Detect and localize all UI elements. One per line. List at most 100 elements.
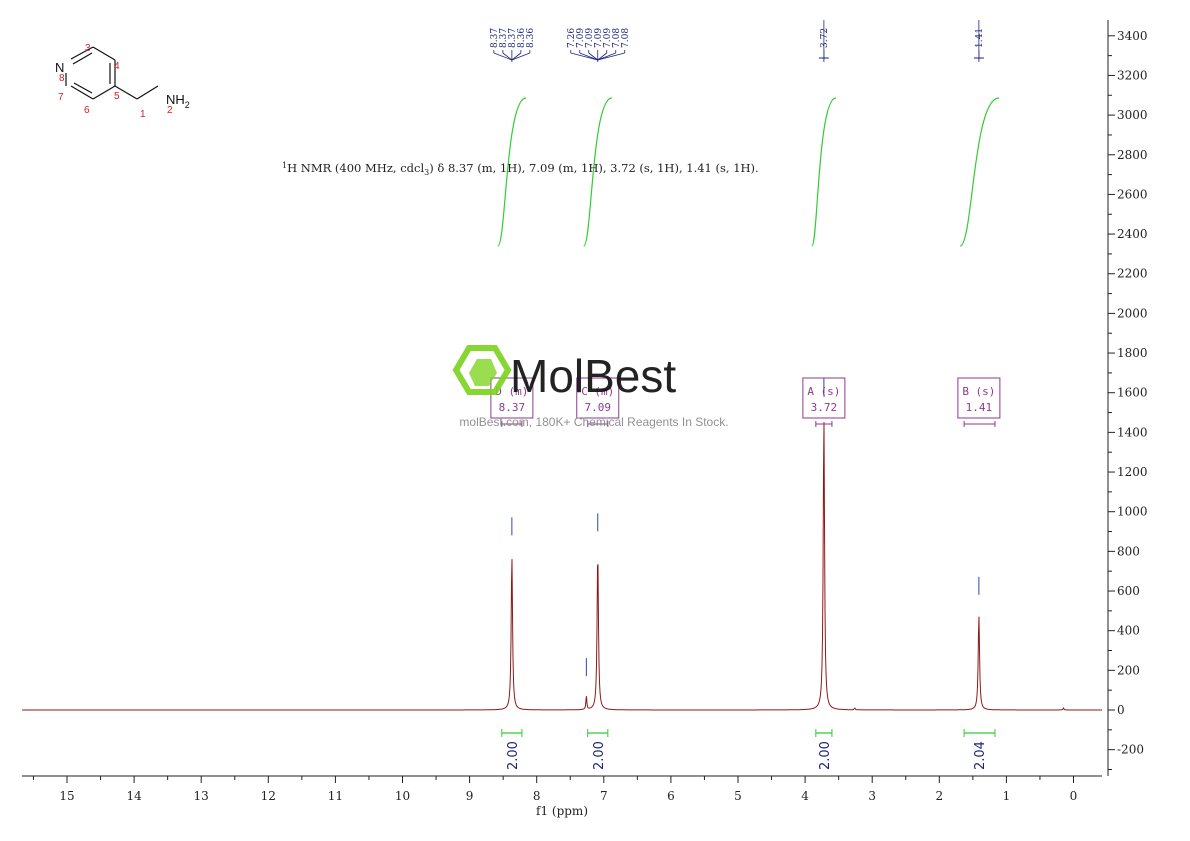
multiplet-box bbox=[576, 377, 620, 419]
y-tick-label: 2000 bbox=[1117, 306, 1148, 320]
peak-shift-label: 8.37 bbox=[508, 28, 518, 48]
integration-value: 2.00 bbox=[592, 741, 607, 770]
y-tick-label: 1800 bbox=[1117, 346, 1148, 360]
integral-curve bbox=[811, 97, 837, 247]
integral-curve bbox=[959, 97, 1000, 247]
multiplet-shift: 7.09 bbox=[585, 401, 612, 414]
molecule-structure: N NH2 3 4 8 7 5 6 1 2 bbox=[55, 43, 190, 120]
multiplet-name: D (m) bbox=[495, 385, 528, 398]
multiplet-shift: 1.41 bbox=[966, 401, 993, 414]
nmr-summary-part-a: H NMR (400 MHz, cdcl bbox=[287, 161, 424, 175]
x-tick-label: 0 bbox=[1070, 789, 1078, 803]
x-tick-label: 1 bbox=[1003, 789, 1011, 803]
x-tick-label: 11 bbox=[328, 789, 343, 803]
watermark-tagline: molBest.com, 180K+ Chemical Reagents In … bbox=[459, 415, 728, 429]
atom-number-5: 5 bbox=[114, 91, 120, 102]
peak-label-connector bbox=[579, 52, 598, 61]
atom-number-2: 2 bbox=[167, 105, 173, 116]
multiplet-box bbox=[957, 377, 1001, 419]
peak-label-connector bbox=[597, 52, 625, 61]
y-tick-label: 1600 bbox=[1117, 386, 1148, 400]
x-tick-label: 12 bbox=[261, 789, 276, 803]
peak-shift-label: 8.36 bbox=[526, 28, 536, 48]
integral-curve bbox=[583, 97, 613, 247]
peak-label-connector bbox=[511, 52, 522, 61]
y-tick-label: 400 bbox=[1117, 624, 1140, 638]
peak-shift-label: 7.08 bbox=[612, 28, 622, 48]
x-tick-label: 13 bbox=[194, 789, 209, 803]
atom-number-8: 8 bbox=[59, 73, 65, 84]
x-tick-label: 8 bbox=[533, 789, 541, 803]
peak-shift-label: 7.09 bbox=[585, 28, 595, 48]
multiplet-boxes: D (m) 8.37 C (m) 7.09 A (s) 3.72 B (s) 1.41 bbox=[490, 377, 1001, 427]
x-tick-label: 7 bbox=[600, 789, 608, 803]
x-tick-label: 15 bbox=[59, 789, 74, 803]
y-tick-label: 200 bbox=[1117, 663, 1140, 677]
atom-number-3: 3 bbox=[85, 43, 91, 54]
multiplet-box bbox=[802, 377, 846, 419]
integration-value: 2.04 bbox=[973, 741, 988, 770]
y-tick-label: 3000 bbox=[1117, 108, 1148, 122]
x-tick-label: 9 bbox=[466, 789, 474, 803]
multiplet-shift: 3.72 bbox=[811, 401, 838, 414]
watermark-brand: MolBest bbox=[510, 350, 676, 402]
x-tick-label: 3 bbox=[868, 789, 876, 803]
peak-labels: 8.37 8.37 8.37 8.36 8.36 7.26 7.09 7.09 7.09 7.09… bbox=[490, 20, 985, 62]
x-tick-label: 10 bbox=[395, 789, 410, 803]
y-tick-label: 800 bbox=[1117, 544, 1140, 558]
peak-label-connector bbox=[502, 52, 513, 61]
atom-nh2: NH2 bbox=[166, 92, 190, 110]
y-tick-label: 2200 bbox=[1117, 267, 1148, 281]
x-tick-label: 2 bbox=[935, 789, 943, 803]
integration-value: 2.00 bbox=[818, 741, 833, 770]
x-axis-label: f1 (ppm) bbox=[536, 804, 588, 818]
y-tick-label: 2600 bbox=[1117, 187, 1148, 201]
nmr-summary-part-b: ) δ 8.37 (m, 1H), 7.09 (m, 1H), 3.72 (s,… bbox=[429, 161, 759, 175]
multiplet-name: C (m) bbox=[581, 385, 614, 398]
peak-shift-label: 7.09 bbox=[603, 28, 613, 48]
x-tick-label: 14 bbox=[126, 789, 142, 803]
x-ticks: 15 14 13 12 11 10 9 8 7 6 5 4 3 2 1 0 bbox=[32, 776, 1078, 803]
y-ticks: 3400320030002800260024002200200018001600… bbox=[1108, 29, 1148, 770]
peak-shift-label: 7.08 bbox=[621, 28, 631, 48]
peak-label-connector bbox=[588, 52, 599, 61]
peak-label-connector bbox=[570, 52, 598, 61]
multiplet-box bbox=[490, 377, 534, 419]
peak-shift-label: 3.72 bbox=[820, 28, 830, 48]
peak-label-connector bbox=[597, 52, 608, 61]
x-tick-label: 4 bbox=[801, 789, 809, 803]
watermark: MolBest molBest.com, 180K+ Chemical Reag… bbox=[452, 345, 729, 429]
multiplet-name: A (s) bbox=[807, 385, 840, 398]
y-tick-label: -200 bbox=[1117, 743, 1144, 757]
y-tick-label: 0 bbox=[1117, 703, 1125, 717]
y-tick-label: 1200 bbox=[1117, 465, 1148, 479]
y-tick-label: 3400 bbox=[1117, 29, 1148, 43]
y-tick-label: 2400 bbox=[1117, 227, 1148, 241]
y-tick-label: 3200 bbox=[1117, 68, 1148, 82]
atom-h2-sub: 2 bbox=[185, 100, 190, 110]
x-tick-label: 5 bbox=[734, 789, 742, 803]
peak-shift-label: 7.09 bbox=[594, 28, 604, 48]
peak-shift-label: 8.37 bbox=[490, 28, 500, 48]
peak-shift-label: 8.37 bbox=[499, 28, 509, 48]
nmr-summary-text: 1H NMR (400 MHz, cdcl3) δ 8.37 (m, 1H), … bbox=[282, 161, 759, 177]
atom-number-1: 1 bbox=[140, 109, 146, 120]
multiplet-shift: 8.37 bbox=[499, 401, 526, 414]
peak-label-connector bbox=[511, 52, 531, 61]
atom-n-ring: N bbox=[55, 60, 64, 75]
multiplet-name: B (s) bbox=[962, 385, 995, 398]
y-tick-label: 2800 bbox=[1117, 148, 1148, 162]
molbest-logo-icon bbox=[452, 345, 512, 395]
peak-shift-label: 1.41 bbox=[975, 28, 985, 48]
y-tick-label: 600 bbox=[1117, 584, 1140, 598]
integrations: 2.00 2.00 2.00 2.04 bbox=[501, 729, 996, 770]
integral-curve bbox=[497, 97, 527, 247]
nmr-summary-sub: 3 bbox=[424, 168, 429, 177]
peak-shift-label: 7.26 bbox=[567, 28, 577, 48]
spectrum-line bbox=[22, 422, 1102, 711]
atom-number-4: 4 bbox=[114, 61, 120, 72]
peak-shift-label: 7.09 bbox=[576, 28, 586, 48]
peak-label-connector bbox=[493, 52, 513, 61]
y-tick-label: 1400 bbox=[1117, 425, 1148, 439]
